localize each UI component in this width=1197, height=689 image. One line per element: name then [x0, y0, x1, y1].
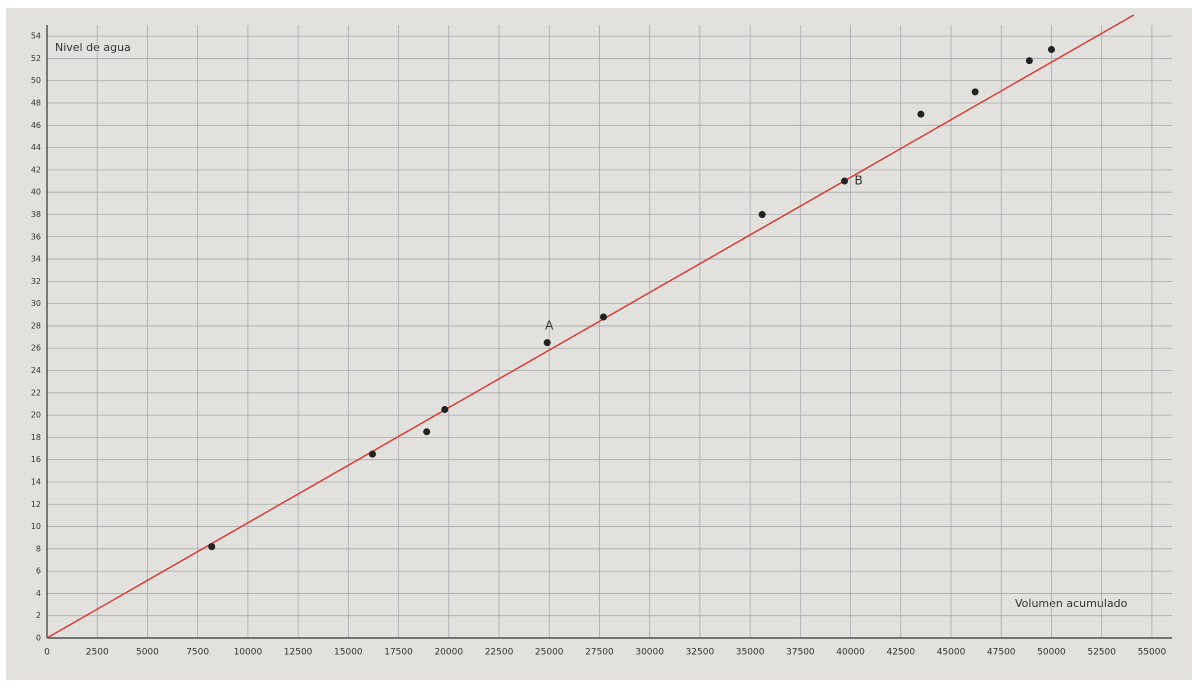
x-tick-label: 35000: [736, 648, 765, 658]
y-tick-label: 32: [31, 277, 41, 286]
x-tick-label: 32500: [686, 648, 715, 658]
y-tick-label: 16: [31, 455, 41, 464]
x-tick-label: 40000: [836, 648, 865, 658]
y-tick-label: 54: [31, 32, 41, 41]
y-tick-label: 8: [36, 544, 41, 553]
y-tick-label: 2: [36, 611, 41, 620]
y-tick-label: 38: [31, 210, 41, 219]
y-tick-label: 44: [31, 143, 41, 152]
data-point: [369, 451, 376, 458]
x-tick-label: 7500: [186, 648, 209, 658]
y-tick-label: 42: [31, 165, 41, 174]
x-tick-label: 5000: [136, 648, 159, 658]
y-tick-label: 12: [31, 500, 41, 509]
y-tick-label: 30: [31, 299, 41, 308]
x-tick-label: 47500: [987, 648, 1016, 658]
x-tick-label: 22500: [485, 648, 514, 658]
data-point: [841, 178, 848, 185]
x-tick-label: 15000: [334, 648, 363, 658]
y-tick-label: 48: [31, 99, 41, 108]
paper: [6, 8, 1192, 680]
x-tick-label: 12500: [284, 648, 313, 658]
y-tick-label: 0: [36, 634, 41, 643]
y-tick-label: 22: [31, 388, 41, 397]
x-tick-label: 50000: [1037, 648, 1066, 658]
x-tick-label: 20000: [434, 648, 463, 658]
y-tick-label: 10: [31, 522, 41, 531]
y-tick-label: 36: [31, 232, 41, 241]
x-tick-label: 52500: [1087, 648, 1116, 658]
y-tick-label: 28: [31, 321, 41, 330]
x-tick-label: 42500: [886, 648, 915, 658]
annotation: B: [854, 174, 862, 188]
x-tick-label: 45000: [937, 648, 966, 658]
x-tick-label: 30000: [635, 648, 664, 658]
x-axis-label: Volumen acumulado: [1015, 597, 1128, 610]
y-tick-label: 18: [31, 433, 41, 442]
y-tick-label: 40: [31, 188, 41, 197]
data-point: [1026, 57, 1033, 64]
data-point: [208, 543, 215, 550]
annotation: A: [545, 318, 554, 332]
data-point: [423, 428, 430, 435]
y-tick-label: 26: [31, 344, 41, 353]
chart: Nivel de agua Volumen acumulado 02468101…: [0, 0, 1197, 689]
y-tick-label: 24: [31, 366, 41, 375]
x-tick-label: 37500: [786, 648, 815, 658]
y-tick-label: 20: [31, 411, 41, 420]
x-tick-label: 10000: [234, 648, 263, 658]
data-point: [917, 111, 924, 118]
x-tick-label: 0: [44, 648, 50, 658]
x-tick-label: 55000: [1138, 648, 1167, 658]
data-point: [441, 406, 448, 413]
y-tick-label: 50: [31, 76, 41, 85]
data-point: [759, 211, 766, 218]
x-tick-label: 2500: [86, 648, 109, 658]
y-tick-label: 46: [31, 121, 41, 130]
y-tick-label: 34: [31, 255, 41, 264]
data-point: [972, 88, 979, 95]
x-tick-label: 17500: [384, 648, 413, 658]
x-tick-label: 25000: [535, 648, 564, 658]
y-tick-label: 52: [31, 54, 41, 63]
y-tick-label: 6: [36, 567, 41, 576]
y-tick-label: 4: [36, 589, 41, 598]
y-axis-label: Nivel de agua: [55, 41, 131, 54]
data-point: [600, 314, 607, 321]
y-tick-label: 14: [31, 477, 41, 486]
x-tick-label: 27500: [585, 648, 614, 658]
data-point: [1048, 46, 1055, 53]
data-point: [544, 339, 551, 346]
